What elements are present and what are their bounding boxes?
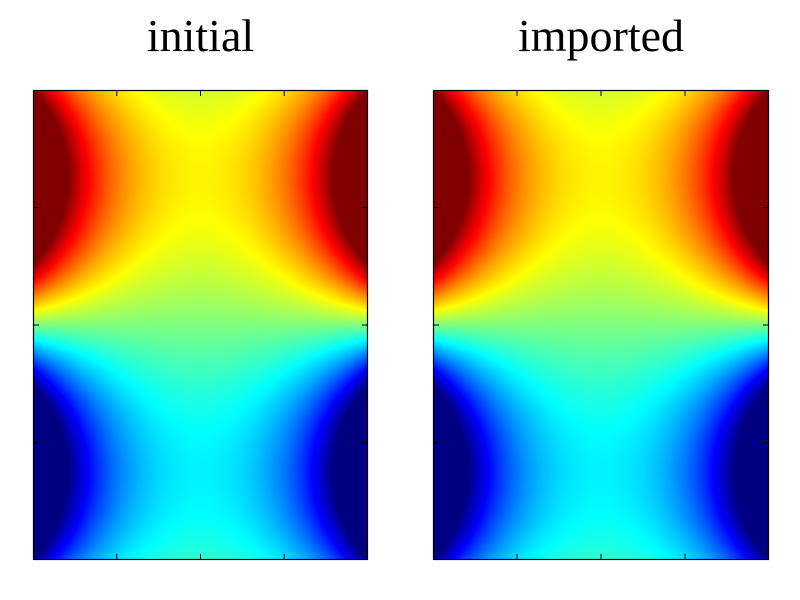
plot-frame-initial — [32, 89, 369, 561]
heatmap-initial — [33, 90, 368, 560]
panel-title-initial: initial — [146, 10, 255, 61]
initial-axes-border — [32, 89, 369, 561]
plot-frame-imported — [432, 89, 770, 561]
heatmap-imported — [433, 90, 769, 560]
panel-title-imported: imported — [517, 10, 685, 61]
imported-axes-border — [432, 89, 770, 561]
